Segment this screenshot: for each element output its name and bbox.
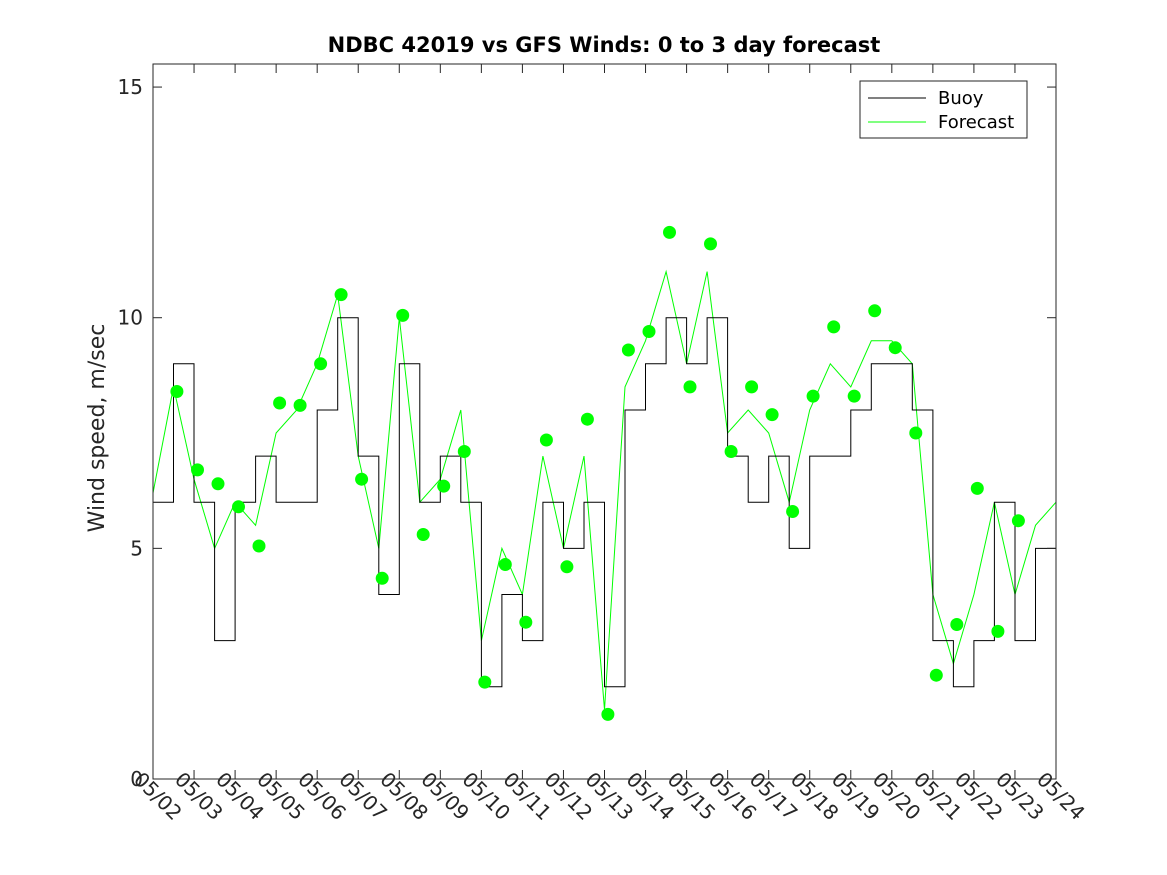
forecast-marker	[868, 304, 882, 318]
forecast-marker	[806, 389, 820, 403]
forecast-marker	[191, 463, 204, 477]
forecast-marker	[293, 398, 307, 412]
forecast-markers	[170, 225, 1025, 721]
legend-label-forecast: Forecast	[938, 112, 1014, 133]
forecast-marker	[950, 618, 964, 631]
forecast-marker	[519, 615, 533, 629]
plot-area	[152, 63, 1057, 780]
y-tick-label: 5	[130, 536, 143, 560]
y-tick-label: 10	[118, 306, 143, 330]
forecast-marker	[560, 560, 574, 574]
forecast-marker	[396, 308, 410, 322]
forecast-marker	[929, 668, 943, 682]
forecast-marker	[970, 481, 984, 495]
forecast-marker	[827, 320, 841, 334]
forecast-marker	[273, 396, 287, 410]
y-axis: 0 5 10 15	[118, 75, 1056, 791]
forecast-marker	[478, 675, 492, 689]
forecast-marker	[355, 472, 369, 486]
forecast-marker	[334, 288, 348, 302]
chart-title: NDBC 42019 vs GFS Winds: 0 to 3 day fore…	[328, 33, 881, 57]
forecast-marker	[621, 343, 635, 357]
legend-box	[859, 80, 1028, 139]
forecast-marker	[211, 477, 225, 491]
forecast-marker	[314, 357, 328, 371]
forecast-marker	[683, 380, 697, 394]
forecast-marker	[642, 325, 656, 338]
buoy-line-group	[153, 317, 1056, 688]
forecast-marker	[786, 505, 800, 518]
y-axis-title: Wind speed, m/sec	[85, 324, 110, 533]
y-tick-label: 15	[118, 75, 143, 99]
legend-label-buoy: Buoy	[938, 88, 984, 109]
forecast-marker	[457, 445, 471, 458]
forecast-marker	[663, 225, 676, 239]
legend: Buoy Forecast	[859, 80, 1028, 139]
forecast-marker	[416, 528, 430, 541]
forecast-marker	[232, 500, 245, 514]
forecast-marker	[539, 433, 553, 447]
forecast-marker	[909, 426, 923, 440]
forecast-marker	[437, 479, 451, 493]
forecast-marker	[601, 707, 615, 721]
forecast-marker	[847, 389, 861, 403]
forecast-marker	[498, 558, 512, 571]
forecast-marker	[991, 624, 1005, 638]
forecast-marker	[375, 571, 389, 585]
forecast-marker	[765, 408, 779, 422]
forecast-marker	[724, 445, 738, 458]
buoy-line	[153, 317, 1056, 688]
y-tick-label: 0	[130, 767, 143, 791]
forecast-marker	[580, 412, 594, 426]
forecast-marker	[1011, 514, 1025, 528]
forecast-marker	[888, 341, 902, 355]
forecast-marker	[745, 380, 759, 394]
forecast-marker	[252, 539, 266, 553]
forecast-marker	[170, 385, 184, 398]
forecast-marker	[704, 237, 717, 251]
